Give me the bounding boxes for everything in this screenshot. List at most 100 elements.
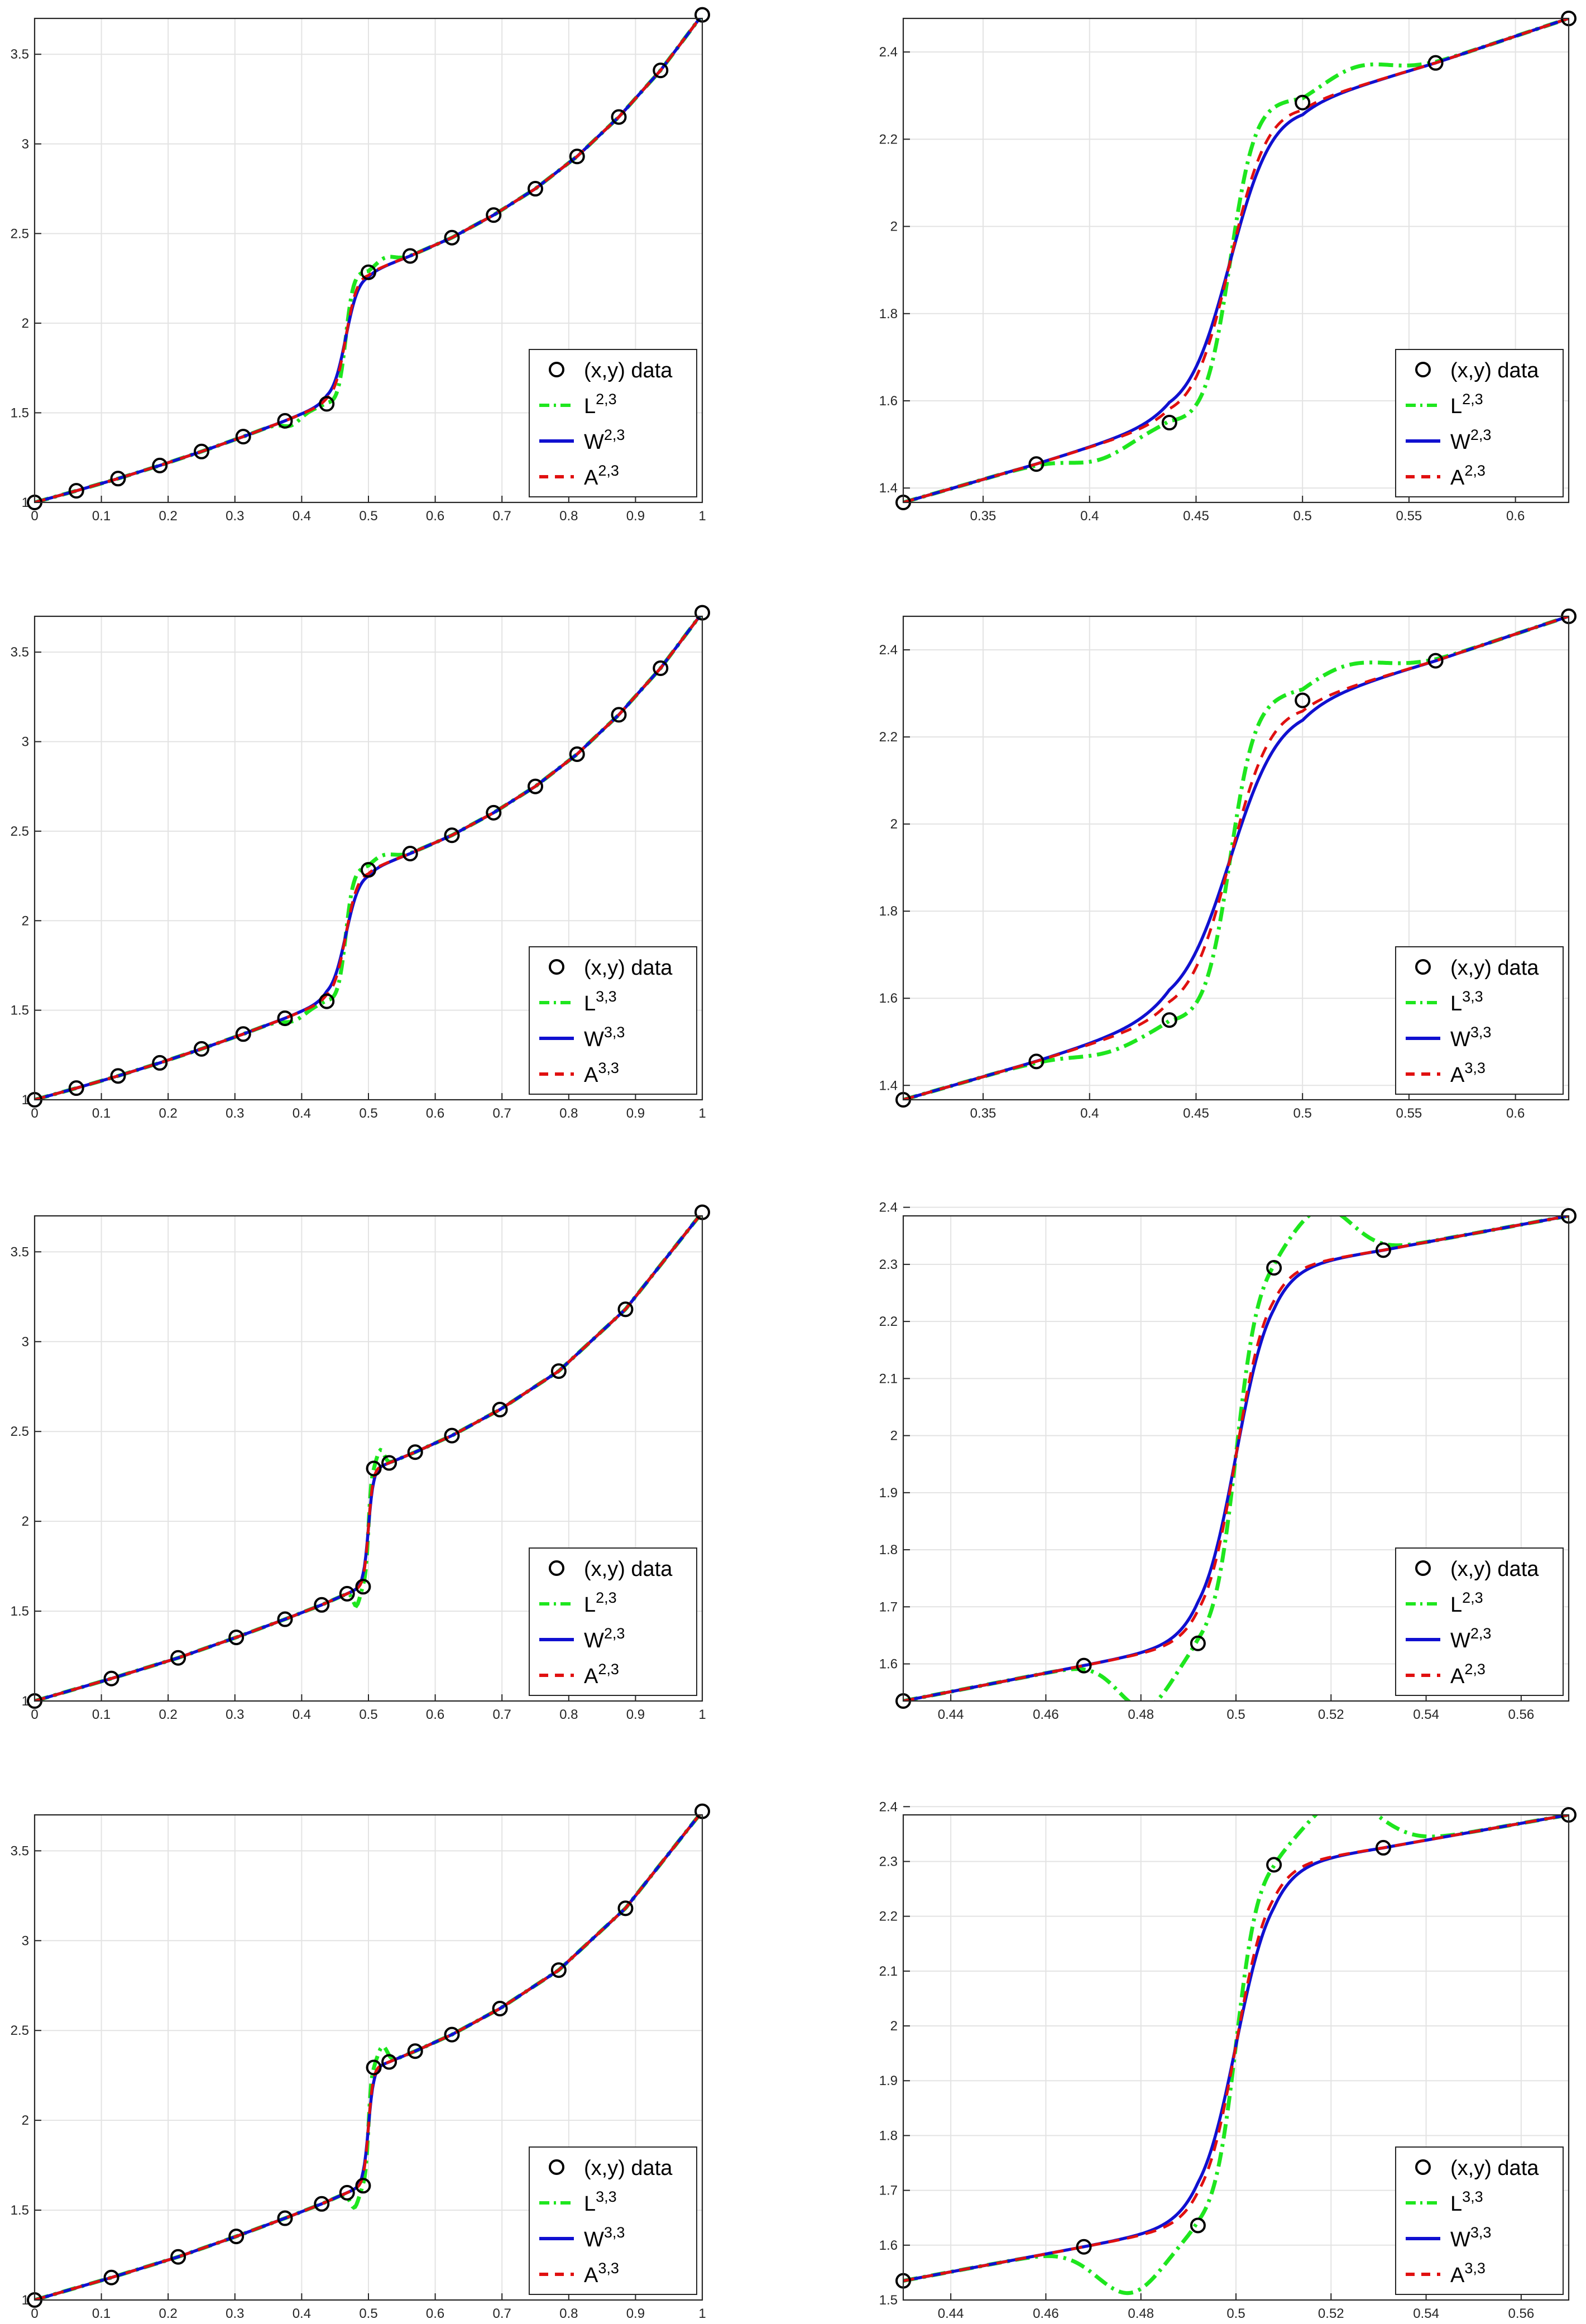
data-point-marker	[1295, 692, 1311, 708]
legend-box	[529, 946, 697, 1095]
legend-data-marker	[1415, 1560, 1431, 1576]
legend-label-A: A2,3	[1450, 462, 1486, 490]
legend-label-data: (x,y) data	[584, 359, 673, 382]
legend-data-marker	[549, 1560, 564, 1576]
y-tick-label: 2.5	[11, 824, 29, 839]
data-point-marker	[492, 1401, 508, 1417]
data-point-marker	[1190, 1635, 1206, 1651]
x-tick-label: 0.5	[359, 2306, 377, 2321]
data-point-marker	[228, 1630, 245, 1646]
legend-label-A: A2,3	[584, 1661, 619, 1688]
legend: (x,y) data L3,3 W3,3 A3,3	[529, 946, 697, 1095]
chart-panel-r1-zoom: 0.35 0.4 0.45 0.5 0.55 0.6 1.4 1.6 1.8 2 2.2 2.4 (x,…	[879, 11, 1577, 524]
series-A-line	[35, 1216, 702, 1701]
x-tick-label: 0.3	[226, 1106, 244, 1121]
legend-label-A: A3,3	[584, 1060, 619, 1087]
legend-label-W: W3,3	[584, 2224, 625, 2251]
legend-label-data: (x,y) data	[584, 956, 673, 980]
data-point-marker	[194, 443, 209, 459]
x-tick-label: 0.44	[938, 1707, 964, 1722]
legend-label-W: W3,3	[584, 1024, 625, 1051]
data-point-marker	[355, 1579, 371, 1595]
x-tick-label: 0.6	[1506, 1106, 1525, 1121]
y-tick-label: 1.4	[879, 481, 898, 496]
y-tick-label: 2	[890, 817, 898, 832]
legend-data-marker	[1415, 959, 1431, 975]
data-point-marker	[1161, 415, 1177, 431]
data-point-marker	[355, 2178, 371, 2194]
legend-box	[1395, 2146, 1564, 2295]
x-tick-label: 0.4	[293, 2306, 311, 2321]
series-A-line	[35, 616, 702, 1100]
data-point-marker	[617, 1900, 634, 1916]
y-tick-label: 1.8	[879, 1542, 898, 1558]
data-point-marker	[339, 1585, 355, 1602]
x-tick-label: 1	[698, 509, 706, 524]
chart-panel-r3-zoom: 0.44 0.46 0.48 0.5 0.52 0.54 0.56 1.6 1.7 1.8 1.9 2…	[879, 1200, 1577, 1722]
data-point-marker	[194, 1041, 209, 1057]
x-tick-label: 0.5	[1293, 1106, 1312, 1121]
legend-data-marker	[549, 959, 564, 975]
x-tick-label: 0.46	[1033, 2306, 1059, 2321]
y-tick-label: 2	[890, 2019, 898, 2034]
x-tick-label: 0.1	[92, 1707, 111, 1722]
data-point-marker	[319, 993, 335, 1009]
y-tick-label: 1.6	[879, 1657, 898, 1672]
y-tick-label: 2.2	[879, 1909, 898, 1924]
y-tick-label: 1.8	[879, 2128, 898, 2143]
y-tick-label: 3	[22, 1334, 29, 1349]
x-tick-label: 1	[698, 1707, 706, 1722]
y-tick-label: 1.5	[879, 2293, 898, 2308]
chart-panel-r1-full: 0 0.1 0.2 0.3 0.4 0.5 0.6 0.7 0.8 0.9 1 1 1.5 2 2.5 3 3.…	[11, 7, 710, 524]
x-tick-label: 0.9	[626, 2306, 645, 2321]
y-tick-label: 2.2	[879, 730, 898, 745]
data-point-marker	[444, 2026, 460, 2043]
y-tick-label: 1	[22, 2293, 29, 2308]
data-point-marker	[314, 2196, 330, 2212]
data-point-marker	[617, 1301, 634, 1317]
axes-frame	[902, 615, 1570, 1101]
legend-box	[1395, 349, 1564, 497]
data-point-marker	[68, 1080, 84, 1096]
y-tick-label: 2	[22, 1514, 29, 1529]
data-point-marker	[314, 1597, 330, 1613]
x-tick-label: 0.3	[226, 509, 244, 524]
legend-box	[1395, 946, 1564, 1095]
x-tick-label: 0.56	[1508, 1707, 1534, 1722]
data-point-marker	[528, 778, 543, 794]
y-tick-label: 1.9	[879, 1486, 898, 1501]
data-point-marker	[1190, 2217, 1206, 2234]
legend-label-A: A2,3	[1450, 1661, 1486, 1688]
axes-frame	[902, 17, 1570, 504]
data-point-marker	[1427, 55, 1444, 71]
x-tick-label: 0.5	[359, 1707, 377, 1722]
x-tick-label: 0.4	[293, 1707, 311, 1722]
data-point-marker	[492, 2000, 508, 2016]
y-tick-label: 3.5	[11, 645, 29, 660]
x-tick-label: 0.6	[426, 2306, 444, 2321]
data-point-marker	[486, 207, 502, 223]
x-tick-label: 0.4	[293, 1106, 311, 1121]
legend: (x,y) data L3,3 W3,3 A3,3	[1395, 946, 1564, 1095]
legend: (x,y) data L2,3 W2,3 A2,3	[529, 349, 697, 497]
legend-label-data: (x,y) data	[1450, 2157, 1539, 2180]
data-point-marker	[68, 483, 84, 499]
data-point-marker	[235, 1026, 251, 1042]
y-tick-label: 2.5	[11, 226, 29, 241]
x-tick-label: 0	[31, 509, 38, 524]
legend-box	[529, 2146, 697, 2295]
y-tick-label: 3	[22, 735, 29, 750]
data-point-marker	[110, 471, 126, 487]
x-tick-label: 0.3	[226, 1707, 244, 1722]
x-tick-label: 0.5	[359, 1106, 377, 1121]
data-point-marker	[277, 1010, 293, 1027]
y-tick-label: 2.4	[879, 643, 898, 658]
x-tick-label: 0	[31, 1106, 38, 1121]
x-tick-label: 0.6	[426, 1707, 444, 1722]
legend-label-W: W2,3	[1450, 427, 1491, 454]
data-point-marker	[361, 862, 376, 878]
chart-panel-r4-zoom: 0.44 0.46 0.48 0.5 0.52 0.54 0.56 1.5 1.6 1.7 1.8 1…	[879, 1799, 1577, 2321]
data-point-marker	[152, 457, 168, 473]
data-point-marker	[402, 845, 418, 861]
x-tick-label: 1	[698, 2306, 706, 2321]
